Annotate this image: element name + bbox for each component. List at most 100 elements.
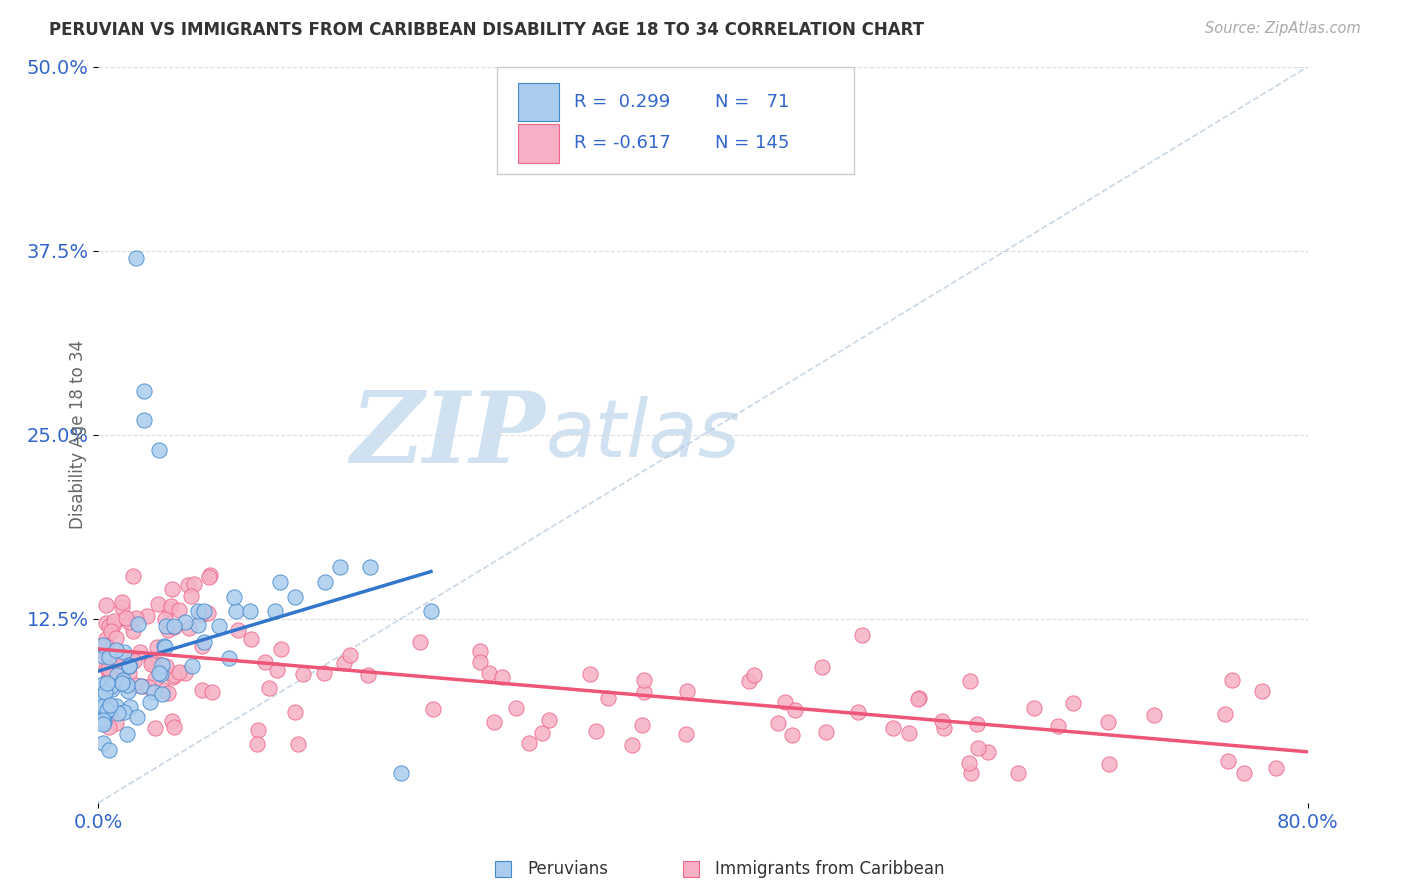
Point [191, 683, 214, 698]
Point [118, 658, 141, 673]
Point [91, 649, 114, 664]
Point [98, 742, 121, 756]
Point [100, 679, 122, 693]
Point [141, 657, 163, 672]
Point [91, 700, 114, 714]
Point [269, 575, 291, 590]
Point [357, 667, 380, 681]
Point [111, 675, 134, 690]
Point [193, 635, 215, 649]
Point [163, 720, 186, 734]
Point [266, 663, 288, 677]
Point [94, 648, 117, 663]
Point [98, 698, 121, 712]
Point [422, 702, 444, 716]
Point [122, 624, 145, 638]
Point [1098, 757, 1121, 772]
Point [160, 714, 183, 728]
Point [224, 590, 246, 604]
Point [239, 632, 262, 646]
Point [98, 655, 121, 669]
Point [125, 678, 148, 692]
Point [112, 645, 135, 659]
Point [103, 614, 125, 628]
Point [125, 611, 148, 625]
Point [93, 714, 115, 729]
Point [312, 666, 335, 681]
Point [190, 639, 212, 653]
Point [1143, 708, 1166, 723]
Point [491, 670, 513, 684]
Point [98, 664, 121, 678]
Point [270, 642, 292, 657]
Point [851, 628, 873, 642]
Point [585, 724, 607, 739]
Point [389, 766, 412, 780]
Point [143, 672, 166, 686]
Point [115, 726, 138, 740]
Point [907, 691, 929, 706]
Point [180, 658, 202, 673]
Point [966, 717, 988, 731]
Point [104, 674, 127, 689]
Point [959, 674, 981, 689]
Text: ZIP: ZIP [352, 386, 546, 483]
Point [620, 738, 643, 752]
Point [201, 685, 224, 699]
Point [254, 655, 277, 669]
Point [150, 657, 173, 672]
Point [153, 639, 176, 653]
Point [91, 690, 114, 704]
Point [94, 616, 117, 631]
Point [633, 673, 655, 687]
Point [136, 609, 159, 624]
Text: atlas: atlas [546, 396, 741, 474]
Point [120, 652, 142, 666]
Point [118, 658, 141, 673]
Point [179, 589, 201, 603]
Point [162, 670, 184, 684]
Point [167, 603, 190, 617]
Point [157, 602, 180, 616]
Point [148, 657, 170, 672]
Point [420, 605, 443, 619]
Point [478, 665, 501, 680]
Point [174, 666, 197, 681]
Point [780, 728, 803, 742]
Point [139, 695, 162, 709]
Point [208, 619, 231, 633]
Point [333, 657, 356, 671]
Point [530, 726, 553, 740]
Point [977, 745, 1000, 759]
Point [598, 691, 620, 706]
Point [132, 413, 155, 427]
Point [505, 701, 527, 715]
Point [163, 620, 186, 634]
Point [104, 716, 127, 731]
Point [148, 442, 170, 457]
Point [141, 654, 163, 668]
Point [125, 710, 148, 724]
Point [153, 640, 176, 655]
Point [239, 605, 262, 619]
Point [142, 657, 165, 672]
Point [129, 679, 152, 693]
Point [482, 714, 505, 729]
Point [738, 674, 761, 689]
Point [104, 631, 127, 645]
Point [246, 723, 269, 737]
Point [177, 621, 200, 635]
Point [127, 617, 149, 632]
Point [97, 649, 120, 664]
Point [218, 651, 240, 665]
Point [152, 687, 174, 701]
Point [264, 605, 287, 619]
Point [468, 655, 491, 669]
Point [111, 600, 134, 615]
Point [1007, 766, 1029, 780]
Point [114, 611, 136, 625]
Point [94, 598, 117, 612]
Point [142, 685, 165, 699]
Point [225, 605, 247, 619]
Point [112, 706, 135, 720]
